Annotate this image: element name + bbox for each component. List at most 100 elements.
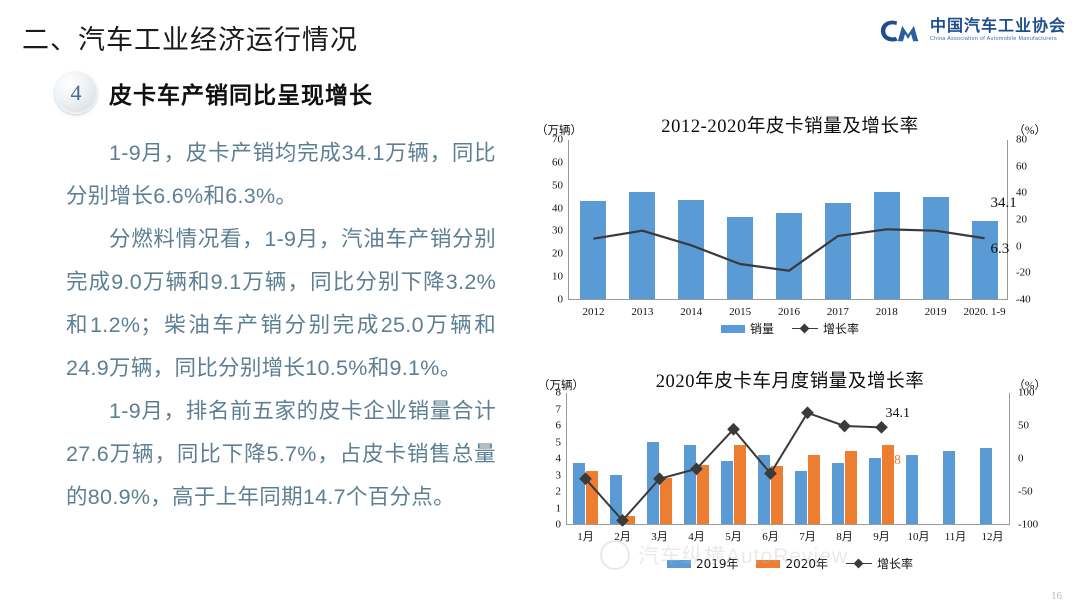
x-axis-tick: 12月 [981, 531, 1004, 543]
bar [776, 213, 802, 299]
y2-axis-tick: 60 [1016, 160, 1027, 173]
data-label: 34.1 [885, 406, 911, 422]
chart-monthly-y2-unit: （%） [1013, 380, 1046, 392]
y2-axis-tick: -40 [1016, 293, 1031, 306]
bar [824, 203, 851, 299]
bar [623, 515, 635, 524]
legend-item[interactable]: 销量 [720, 320, 774, 337]
bar [684, 444, 696, 524]
bar [832, 462, 844, 524]
bar [771, 466, 783, 524]
y-axis-tick: 0 [555, 518, 562, 531]
data-label: 4.8 [883, 452, 902, 468]
y-axis-tick: 0 [557, 293, 564, 306]
x-axis-tick: 4月 [688, 531, 705, 543]
data-label: 34.1 [990, 195, 1017, 212]
legend-swatch [666, 559, 691, 568]
y-axis-tick: 2 [555, 485, 562, 498]
bar [629, 191, 656, 299]
section-heading: 4 皮卡车产销同比呈现增长 [55, 72, 373, 114]
legend-item[interactable]: 2019年 [666, 555, 739, 572]
bar [697, 464, 709, 524]
bar [882, 444, 894, 524]
line-series-layer [579, 406, 888, 527]
x-axis-tick: 10月 [907, 531, 930, 543]
y2-axis-tick: 0 [1016, 240, 1022, 253]
legend-line-swatch [792, 324, 818, 334]
x-axis-tick: 2014 [680, 306, 703, 318]
y-axis-tick: 60 [552, 156, 563, 169]
x-axis-tick: 2013 [631, 306, 654, 318]
line-series-layer [593, 228, 985, 272]
x-axis-tick: 6月 [762, 531, 779, 543]
x-axis-tick: 8月 [836, 531, 853, 543]
bar [734, 444, 746, 524]
body-paragraph: 1-9月，皮卡产销均完成34.1万辆，同比分别增长6.6%和6.3%。 [66, 141, 496, 208]
y2-axis-tick: -20 [1016, 266, 1031, 279]
legend-item[interactable]: 增长率 [846, 555, 913, 572]
y2-axis-tick: -100 [1018, 518, 1039, 531]
bar [795, 471, 807, 524]
legend-label: 2020年 [785, 557, 829, 571]
x-axis-tick: 2020. 1-9 [963, 306, 1006, 318]
section-number-badge: 4 [55, 72, 97, 114]
y-axis-tick: 8 [555, 386, 562, 399]
logo-title-cn: 中国汽车工业协会 [929, 18, 1066, 36]
chart-monthly-plot-area: 0 1 2 3 4 5 6 7 8 -100 -50 0 50 100 1月 2月 3月 4月 5月 6月 7月 8月 9月… [556, 387, 1039, 543]
x-axis-tick: 7月 [799, 531, 816, 543]
bar [610, 474, 622, 524]
bar [922, 197, 949, 299]
legend-line-swatch [846, 559, 873, 569]
section-title: 皮卡车产销同比呈现增长 [109, 82, 373, 108]
y-axis-tick: 70 [552, 133, 563, 146]
bar [647, 441, 659, 524]
y2-axis-tick: 40 [1016, 186, 1027, 199]
chart-monthly-y-unit: （万辆） [538, 380, 584, 392]
chart-annual-title: 2012-2020年皮卡销量及增长率 [661, 117, 919, 137]
bar [721, 461, 733, 524]
chart-annual-pickup-sales: 2012-2020年皮卡销量及增长率 （万辆） （%） 0 10 20 30 40 50 6… [520, 110, 1060, 340]
bar [727, 216, 754, 299]
y-axis-tick: 6 [555, 419, 562, 432]
body-text: 1-9月，皮卡产销均完成34.1万辆，同比分别增长6.6%和6.3%。 分燃料情况… [66, 132, 496, 519]
x-axis-tick: 2月 [614, 531, 631, 543]
x-axis-tick: 11月 [944, 531, 967, 543]
bar [906, 454, 918, 524]
bar [808, 454, 820, 524]
y2-axis-tick: -50 [1018, 485, 1033, 498]
caam-logo: 中国汽车工业协会 China Association of Automobile… [878, 16, 1066, 46]
x-axis-tick: 2015 [729, 306, 752, 318]
caam-logo-icon [880, 20, 919, 42]
chart-annual-y2-unit: （%） [1013, 125, 1046, 137]
bar [586, 471, 598, 524]
bar [660, 477, 672, 524]
x-axis-tick: 2016 [778, 306, 800, 318]
y-axis-tick: 30 [552, 224, 563, 237]
bar [873, 191, 900, 299]
y2-axis-tick: 100 [1018, 386, 1035, 399]
y2-axis-tick: 80 [1016, 133, 1027, 146]
bar [869, 458, 881, 524]
legend-item[interactable]: 2020年 [756, 555, 828, 572]
chart-monthly-pickup-sales: 2020年皮卡车月度销量及增长率 （万辆） （%） 0 1 2 3 4 5 6 7 8 -100 -… [520, 365, 1060, 580]
legend-label: 2019年 [695, 557, 739, 571]
y-axis-tick: 4 [555, 452, 562, 465]
legend-swatch [720, 324, 745, 333]
y-axis-tick: 20 [552, 247, 563, 260]
bar [845, 451, 857, 524]
y2-axis-tick: 20 [1016, 213, 1027, 226]
legend-label: 销量 [749, 322, 774, 336]
bar [943, 451, 955, 524]
x-axis-tick: 2017 [826, 306, 849, 318]
legend-swatch [756, 559, 781, 568]
page-title: 二、汽车工业经济运行情况 [22, 25, 358, 55]
legend-label: 增长率 [823, 322, 860, 336]
chart-monthly-legend: 2019年 2020年 增长率 [520, 555, 1060, 572]
y2-axis-tick: 0 [1018, 452, 1024, 465]
legend-item[interactable]: 增长率 [792, 320, 859, 337]
x-axis-tick: 1月 [577, 531, 594, 543]
chart-annual-y-unit: （万辆） [536, 125, 582, 137]
chart-annual-plot-area: 0 10 20 30 40 50 60 70 -40 -20 0 20 40 60 80 2012 2013 20… [552, 134, 1031, 318]
logo-title-en: China Association of Automobile Manufact… [929, 36, 1057, 43]
